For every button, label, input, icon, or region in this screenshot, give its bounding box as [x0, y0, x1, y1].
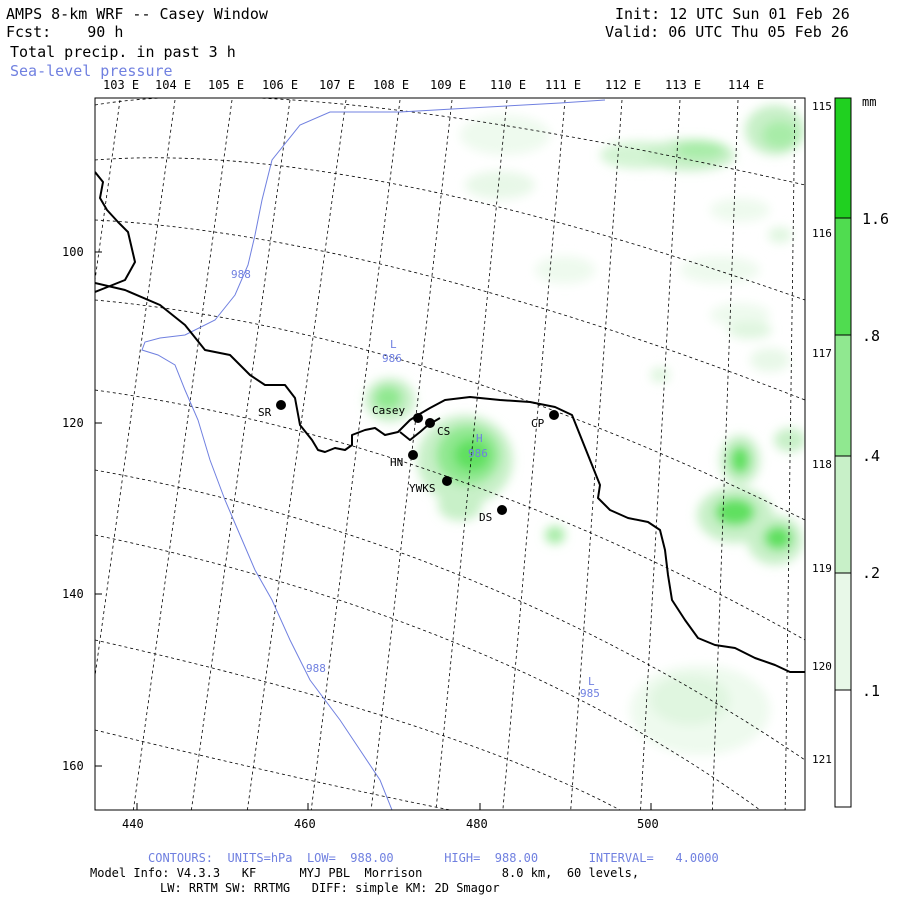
station-dot-sr — [276, 400, 286, 410]
model-info-line2: LW: RRTM SW: RRTMG DIFF: simple KM: 2D S… — [160, 881, 500, 895]
top-label-114e: 114 E — [728, 78, 765, 92]
low-center-value: 986 — [382, 352, 402, 365]
colorbar-bin-3 — [835, 335, 851, 456]
y-label-140: 140 — [62, 587, 84, 601]
station-markers — [276, 400, 559, 515]
station-label-cp: CP — [531, 417, 545, 430]
station-dot-hn — [408, 450, 418, 460]
station-dot-ds — [497, 505, 507, 515]
colorbar-unit: mm — [862, 95, 877, 109]
contours-info: CONTOURS: UNITS=hPa LOW= 988.00 HIGH= 98… — [148, 851, 719, 865]
top-label-112e: 112 E — [605, 78, 642, 92]
top-label-104e: 104 E — [155, 78, 192, 92]
station-dot-casey — [413, 413, 423, 423]
x-label-460: 460 — [294, 817, 316, 831]
colorbar-label-0-4: .4 — [862, 447, 881, 465]
station-dot-cp — [549, 410, 559, 420]
top-label-103e: 103 E — [103, 78, 140, 92]
low-center-2-letter: L — [588, 675, 595, 688]
x-label-500: 500 — [637, 817, 659, 831]
slp-contours — [141, 99, 606, 810]
station-label-ywks: YWKS — [409, 482, 436, 495]
title-field-precip: Total precip. in past 3 h — [10, 43, 236, 61]
graticule — [95, 98, 805, 810]
top-label-107e: 107 E — [319, 78, 356, 92]
colorbar-bin-5 — [835, 98, 851, 218]
model-info-line1: Model Info: V4.3.3 KF MYJ PBL Morrison 8… — [90, 866, 640, 880]
station-label-ds: DS — [479, 511, 492, 524]
x-label-440: 440 — [122, 817, 144, 831]
x-label-480: 480 — [466, 817, 488, 831]
station-label-cs: CS — [437, 425, 450, 438]
colorbar — [834, 97, 852, 808]
high-center-letter: H — [476, 432, 483, 445]
precip-shading — [365, 105, 805, 755]
title-field-slp: Sea-level pressure — [10, 62, 173, 80]
high-center-value: 986 — [468, 447, 488, 460]
station-label-sr: SR — [258, 406, 272, 419]
y-label-160: 160 — [62, 759, 84, 773]
colorbar-label-0-8: .8 — [862, 327, 881, 345]
top-label-105e: 105 E — [208, 78, 245, 92]
top-label-110e: 110 E — [490, 78, 527, 92]
init-time: Init: 12 UTC Sun 01 Feb 26 — [615, 5, 850, 23]
valid-time: Valid: 06 UTC Thu 05 Feb 26 — [605, 23, 849, 41]
plot-frame — [94, 97, 806, 811]
axis-ticks — [95, 251, 652, 810]
isobar-label-988-a: 988 — [231, 268, 251, 281]
colorbar-label-1-6: 1.6 — [862, 210, 890, 228]
top-label-108e: 108 E — [373, 78, 410, 92]
title-forecast-hour: Fcst: 90 h — [6, 23, 124, 41]
low-center-letter: L — [390, 338, 397, 351]
station-dot-cs — [425, 418, 435, 428]
station-label-casey: Casey — [372, 404, 405, 417]
top-label-113e: 113 E — [665, 78, 702, 92]
colorbar-label-0-1: .1 — [862, 682, 881, 700]
station-labels: SR Casey CS HN YWKS DS CP — [258, 404, 545, 524]
colorbar-label-0-2: .2 — [862, 564, 881, 582]
station-label-hn: HN — [390, 456, 403, 469]
low-center-2-value: 985 — [580, 687, 600, 700]
title-model: AMPS 8-km WRF -- Casey Window — [6, 5, 268, 23]
colorbar-bin-0 — [835, 690, 851, 807]
colorbar-bin-2 — [835, 456, 851, 573]
pressure-labels: 988 988 L 986 H 986 L 985 — [231, 268, 600, 700]
station-dot-ywks — [442, 476, 452, 486]
colorbar-bin-1 — [835, 573, 851, 690]
y-label-100: 100 — [62, 245, 84, 259]
top-label-109e: 109 E — [430, 78, 467, 92]
isobar-label-988-b: 988 — [306, 662, 326, 675]
y-label-120: 120 — [62, 416, 84, 430]
top-label-111e: 111 E — [545, 78, 582, 92]
top-label-106e: 106 E — [262, 78, 299, 92]
colorbar-bin-4 — [835, 218, 851, 335]
